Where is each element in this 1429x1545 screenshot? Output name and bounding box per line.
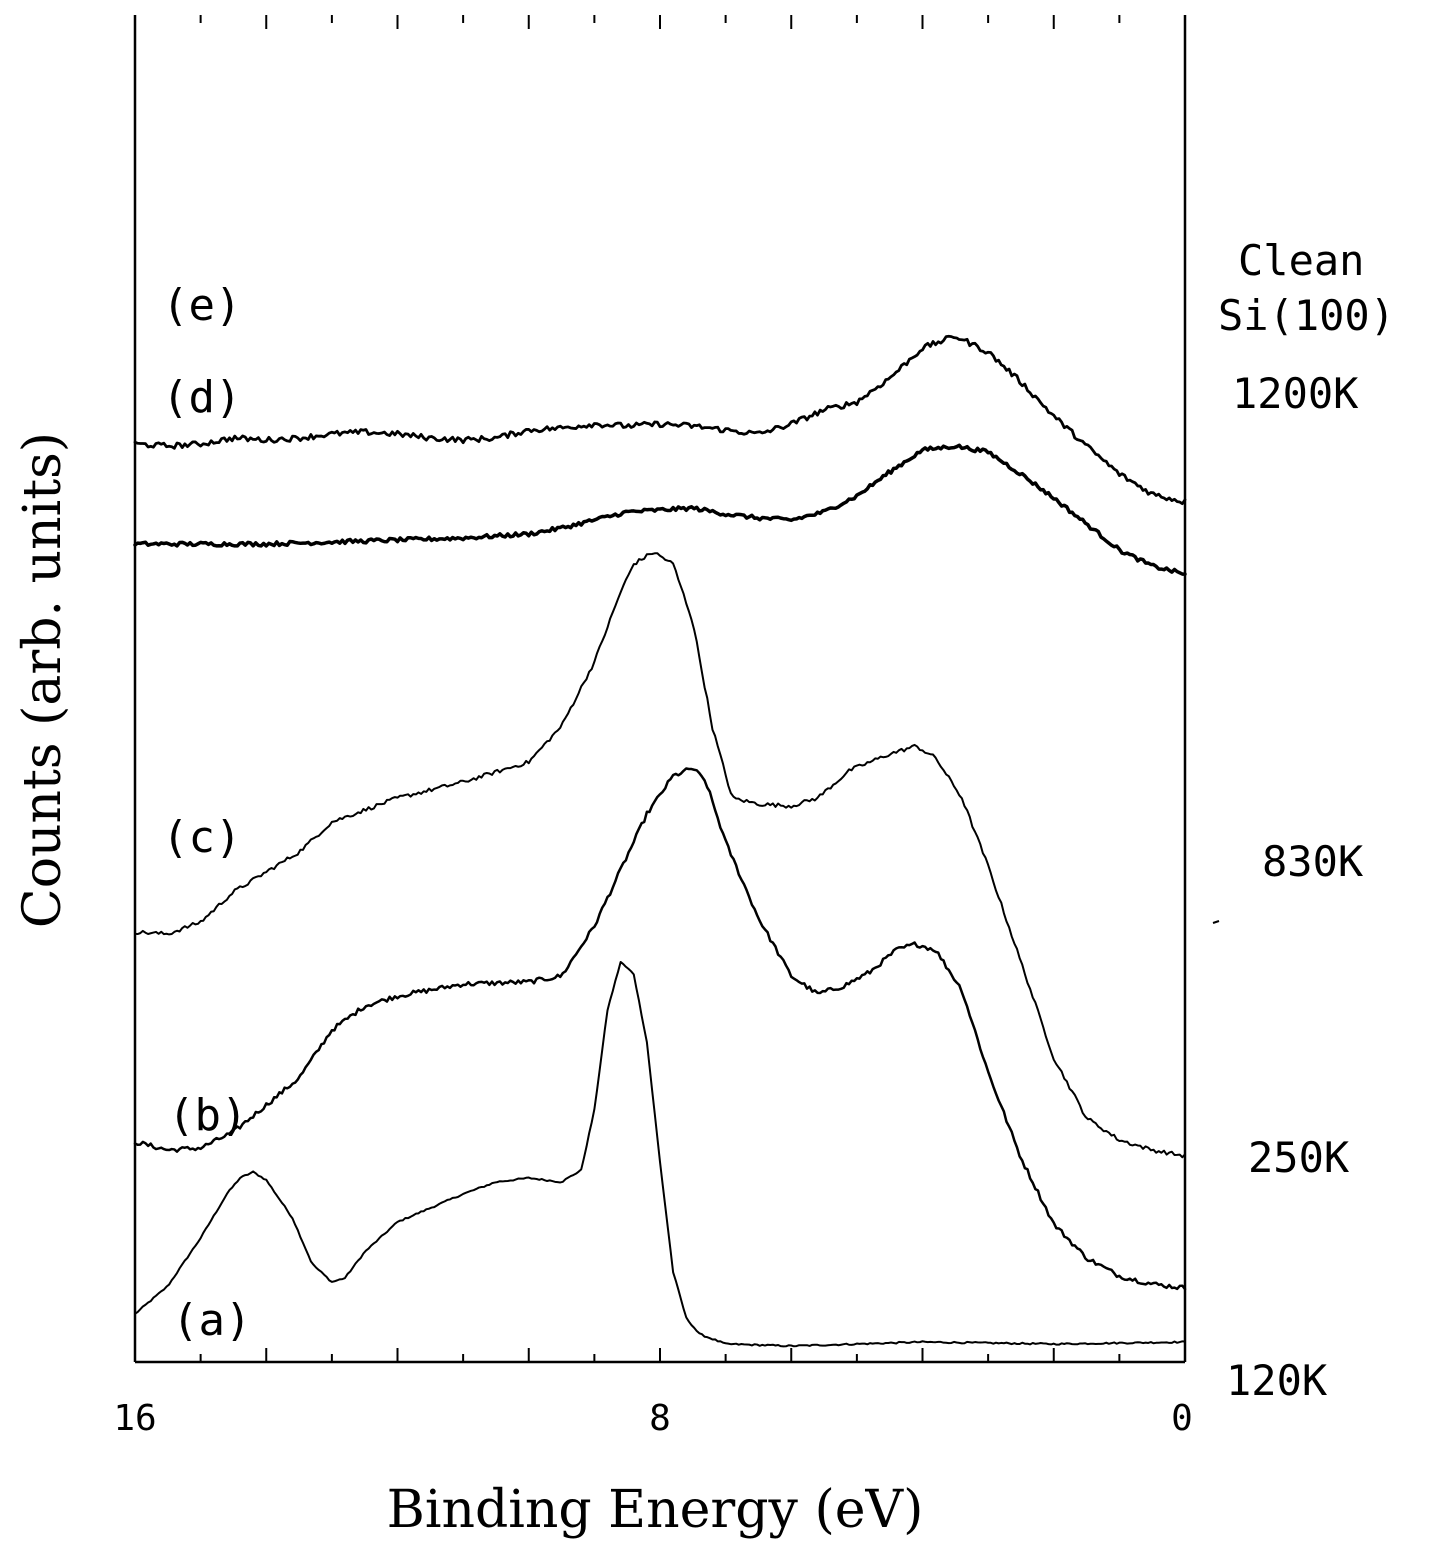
curve-label-c: (c) bbox=[162, 812, 241, 863]
x-axis-label: Binding Energy (eV) bbox=[387, 1480, 924, 1540]
x-tick-label-0: 0 bbox=[1171, 1398, 1193, 1439]
spectrum-line-e bbox=[133, 334, 1187, 506]
temperature-label-d: 1200K bbox=[1232, 369, 1359, 418]
spectrum-line-b bbox=[133, 767, 1187, 1291]
curve-label-d: (d) bbox=[162, 372, 241, 423]
spectrum-line-a bbox=[134, 960, 1186, 1348]
condition-label-e-line1: Clean bbox=[1238, 236, 1364, 285]
y-axis-label: Counts (arb. units) bbox=[13, 432, 73, 928]
spectrum-line-c bbox=[134, 552, 1186, 1159]
condition-label-e-line2: Si(100) bbox=[1218, 291, 1395, 340]
x-tick-label-8: 8 bbox=[649, 1398, 671, 1439]
spectra-group bbox=[133, 334, 1187, 1348]
x-ticks bbox=[134, 15, 1186, 1362]
stray-mark bbox=[1212, 920, 1220, 924]
temperature-label-a: 120K bbox=[1226, 1356, 1328, 1405]
spectrum-line-d bbox=[133, 443, 1187, 576]
x-tick-label-16: 16 bbox=[113, 1398, 156, 1439]
temperature-label-b: 250K bbox=[1248, 1133, 1350, 1182]
curve-label-e: (e) bbox=[162, 280, 241, 331]
curve-label-b: (b) bbox=[168, 1090, 247, 1141]
curve-label-a: (a) bbox=[172, 1295, 251, 1346]
temperature-label-c: 830K bbox=[1262, 837, 1364, 886]
